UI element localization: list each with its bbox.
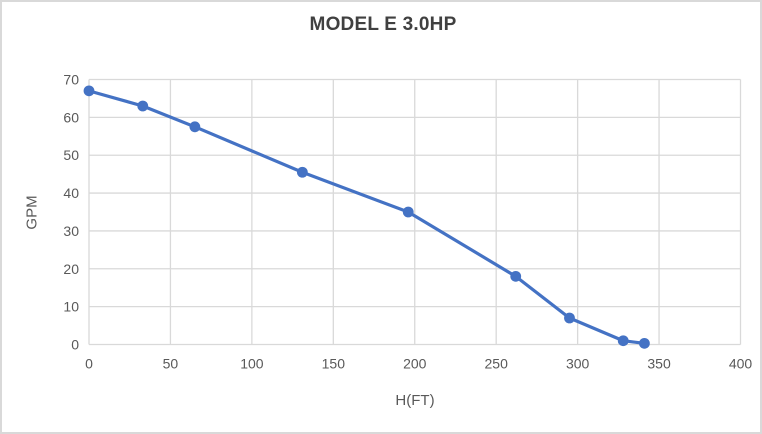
x-tick-label: 50 — [163, 356, 179, 372]
data-point-marker — [617, 335, 629, 347]
y-tick-label: 70 — [63, 72, 79, 88]
y-tick-label: 0 — [71, 337, 79, 353]
data-point-marker — [402, 206, 414, 218]
data-point-marker — [564, 312, 575, 324]
y-tick-label: 40 — [63, 185, 79, 201]
y-tick-label: 20 — [63, 261, 79, 277]
x-tick-label: 0 — [85, 356, 93, 372]
y-axis-title: GPM — [23, 194, 41, 230]
chart-title: MODEL E 3.0HP — [309, 14, 457, 35]
y-axis-title-wrap: GPM — [20, 79, 44, 345]
x-tick-label: 300 — [566, 356, 590, 372]
x-axis-title: H(FT) — [395, 392, 435, 409]
y-tick-label: 10 — [63, 299, 79, 315]
data-point-marker — [83, 85, 95, 97]
x-tick-label: 100 — [240, 356, 264, 372]
x-tick-label: 350 — [647, 356, 671, 372]
y-tick-label: 50 — [63, 147, 79, 163]
x-tick-label: 200 — [403, 356, 427, 372]
y-tick-label: 60 — [63, 109, 79, 125]
x-tick-label: 400 — [729, 356, 753, 372]
data-point-marker — [189, 121, 201, 133]
x-tick-label: 150 — [322, 356, 346, 372]
y-tick-label: 30 — [63, 223, 79, 239]
series-line — [87, 89, 647, 345]
data-point-marker — [296, 166, 308, 178]
data-point-marker — [510, 270, 522, 282]
data-point-marker — [639, 337, 650, 349]
data-point-marker — [137, 100, 149, 112]
x-tick-label: 250 — [485, 356, 509, 372]
